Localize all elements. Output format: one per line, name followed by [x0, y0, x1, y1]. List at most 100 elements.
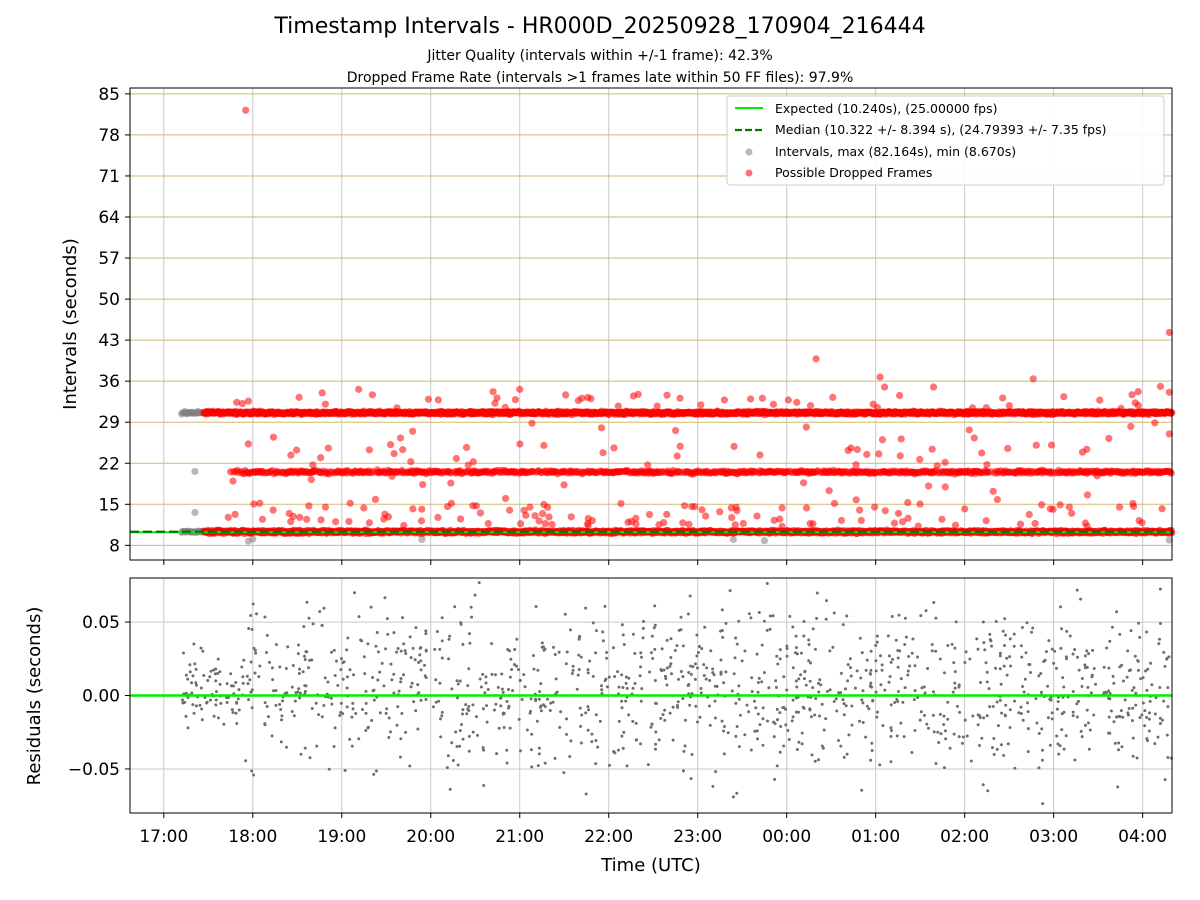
dropped-frame-point — [541, 520, 549, 528]
dropped-frame-point — [999, 394, 1007, 402]
dropped-frame-point — [587, 395, 595, 403]
dropped-frame-point — [645, 510, 654, 519]
residual-point — [247, 627, 251, 631]
legend-intervals-swatch — [745, 148, 753, 156]
legend-dropped-swatch — [745, 169, 753, 177]
dropped-frame-point — [881, 507, 889, 515]
dropped-frame-point — [597, 424, 606, 432]
dropped-frame-point — [1031, 519, 1039, 528]
dropped-frame-point — [941, 483, 949, 491]
dropped-frame-point — [578, 394, 586, 402]
dropped-frame-point — [778, 504, 786, 512]
residual-point — [364, 689, 368, 693]
residual-point — [620, 699, 624, 703]
residual-point — [568, 755, 572, 759]
residual-point — [290, 710, 294, 714]
residual-point — [530, 765, 534, 769]
residual-point — [1148, 699, 1152, 703]
residual-point — [788, 614, 792, 618]
dropped-frame-point — [863, 450, 871, 459]
dropped-frame-point — [853, 445, 861, 454]
residual-point — [999, 743, 1003, 747]
legend: Expected (10.240s), (25.00000 fps) Media… — [726, 95, 1165, 186]
dropped-frame-point — [399, 446, 407, 454]
dropped-frame-point — [837, 516, 846, 525]
residual-point — [1088, 728, 1092, 732]
residual-point — [332, 744, 336, 748]
residual-point — [682, 749, 686, 753]
residuals-points — [181, 581, 1174, 806]
residual-point — [339, 701, 343, 705]
dropped-frame-point — [456, 515, 465, 523]
dropped-frame-point — [1151, 419, 1159, 427]
residual-point — [979, 680, 983, 684]
residual-point — [594, 762, 598, 766]
dropped-frame-point — [914, 522, 922, 530]
dropped-frame-point — [305, 502, 313, 510]
residual-point — [754, 706, 758, 710]
dropped-frame-point — [778, 522, 786, 531]
residuals-panel: −0.050.000.05 17:00 18:00 19:00 20:00 21:00 2… — [24, 560, 1174, 876]
legend-expected-label: Expected (10.240s), (25.00000 fps) — [775, 101, 997, 116]
residual-point — [711, 784, 715, 788]
dropped-frame-point — [802, 423, 810, 431]
residual-point — [1127, 707, 1131, 711]
residual-point — [616, 670, 620, 674]
residual-point — [384, 711, 388, 715]
residual-point — [1085, 708, 1089, 712]
residual-point — [1145, 688, 1149, 692]
residual-point — [627, 713, 631, 717]
residual-point — [212, 714, 216, 718]
residual-point — [1156, 735, 1160, 739]
dropped-frame-point — [528, 419, 536, 427]
legend-intervals-label: Intervals, max (82.164s), min (8.670s) — [775, 144, 1016, 159]
residual-point — [390, 678, 394, 682]
y-tick-label: 78 — [98, 126, 120, 146]
residual-point — [708, 723, 712, 727]
dropped-frame-point — [825, 487, 833, 495]
residual-point — [1031, 626, 1035, 630]
residual-point — [670, 672, 674, 676]
dropped-frame-point — [269, 433, 278, 441]
dropped-frame-point — [462, 443, 471, 452]
dropped-frame-point — [317, 454, 325, 462]
dropped-frame-point — [388, 472, 396, 480]
residual-point — [413, 658, 417, 662]
dropped-frame-point — [857, 516, 865, 525]
residual-point — [387, 736, 391, 740]
dropped-frame-point — [993, 495, 1001, 504]
residual-point — [654, 742, 658, 746]
dropped-frame-point — [812, 355, 820, 363]
interval-point — [729, 535, 737, 544]
residual-point — [206, 678, 210, 682]
dropped-frame-point — [1134, 388, 1142, 396]
residual-point — [918, 718, 922, 722]
dropped-frame-point — [318, 389, 326, 397]
residual-point — [818, 678, 822, 682]
dropped-frame-point — [1016, 520, 1025, 528]
dropped-frame-point — [506, 506, 514, 514]
intervals-horizontal-grid — [130, 93, 1172, 546]
dropped-frame-point — [978, 449, 986, 457]
dropped-frame-point — [1135, 516, 1143, 525]
dropped-frame-point — [538, 510, 547, 518]
residual-point — [575, 687, 579, 691]
residual-point — [901, 700, 905, 704]
dropped-frame-point — [407, 458, 415, 466]
dropped-frame-point — [544, 503, 552, 511]
residual-point — [794, 646, 798, 650]
dropped-frame-point — [434, 513, 442, 522]
interval-point — [760, 537, 769, 545]
dropped-frame-point — [731, 521, 739, 529]
residual-point — [214, 703, 218, 707]
dropped-frame-point — [1049, 505, 1057, 513]
interval-point — [249, 535, 257, 543]
dropped-frame-point — [332, 518, 340, 526]
dropped-frame-point — [365, 519, 373, 527]
dropped-frame-point — [898, 518, 907, 526]
dropped-frame-point — [925, 482, 933, 490]
dropped-frame-point — [890, 519, 899, 527]
residual-point — [279, 707, 283, 711]
dropped-frame-point — [224, 513, 232, 521]
